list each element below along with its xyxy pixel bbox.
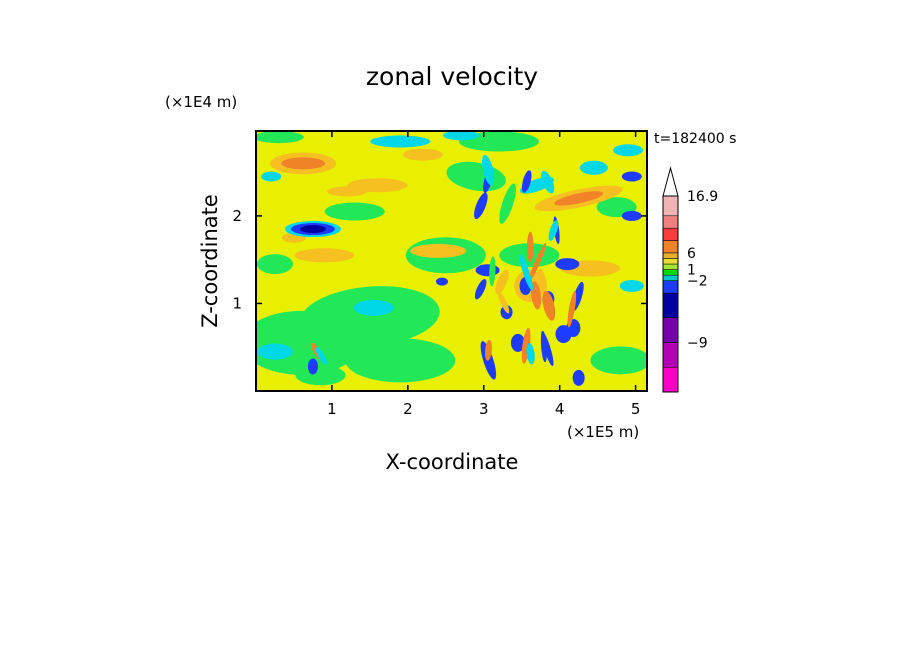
near-zero-region xyxy=(324,202,385,221)
colorbar-level xyxy=(662,263,679,270)
colorbar-tick-label: −2 xyxy=(687,274,708,290)
axes: 1 2 3 4 5 1 2 xyxy=(232,131,647,418)
colorbar-level xyxy=(662,258,679,265)
colorbar-tick-label: 6 xyxy=(687,246,696,262)
negative-core xyxy=(621,171,642,182)
positive-band xyxy=(554,191,604,206)
colorbar-level xyxy=(662,342,679,368)
y-tick-label: 1 xyxy=(232,294,242,312)
wave-streak xyxy=(499,183,516,224)
y-unit-label: (×1E4 m) xyxy=(165,93,237,111)
wave-streak xyxy=(519,254,533,291)
x-tick-label: 5 xyxy=(631,400,641,418)
weak-negative-region xyxy=(256,343,293,360)
wave-streak xyxy=(567,290,577,328)
positive-band xyxy=(410,243,467,258)
negative-core xyxy=(299,225,326,234)
weak-negative-region xyxy=(619,279,644,292)
wave-streak xyxy=(489,256,496,287)
positive-band xyxy=(281,157,326,170)
colorbar-level xyxy=(662,269,679,276)
near-zero-region xyxy=(256,131,304,144)
colorbar-level xyxy=(662,195,679,217)
chart-title: zonal velocity xyxy=(366,62,538,91)
x-unit-label: (×1E5 m) xyxy=(567,423,639,441)
wave-streak xyxy=(526,343,535,365)
weak-negative-region xyxy=(613,144,644,157)
negative-core xyxy=(621,210,642,221)
colorbar-level xyxy=(662,252,679,259)
wave-streak xyxy=(497,291,510,314)
colorbar-level xyxy=(662,274,679,281)
negative-core xyxy=(555,258,580,271)
y-axis-title: Z-coordinate xyxy=(198,194,222,328)
negative-core xyxy=(475,264,500,277)
wave-streak xyxy=(541,170,555,194)
near-zero-region xyxy=(295,365,346,386)
wave-streak xyxy=(542,290,556,321)
colorbar-level xyxy=(662,227,679,241)
wave-streak xyxy=(495,269,509,295)
colorbar-level xyxy=(662,367,679,393)
weak-negative-region xyxy=(261,171,282,182)
positive-band xyxy=(327,186,368,197)
near-zero-region xyxy=(458,131,539,152)
colorbar-level xyxy=(662,215,679,229)
x-tick-label: 2 xyxy=(403,400,413,418)
colorbar-level xyxy=(662,317,679,343)
x-axis-title: X-coordinate xyxy=(386,450,519,474)
near-zero-region xyxy=(256,254,293,275)
x-tick-label: 1 xyxy=(327,400,337,418)
negative-core xyxy=(307,358,318,375)
colorbar-tick-label: 16.9 xyxy=(687,189,718,205)
colorbar: 16.9 61−2 −9 xyxy=(662,166,718,393)
colorbar-level xyxy=(662,280,679,294)
weak-negative-region xyxy=(442,131,479,141)
colorbar-tick-label: −9 xyxy=(687,336,708,352)
colorbar-extension xyxy=(662,166,679,197)
positive-band xyxy=(294,248,355,263)
x-tick-label: 4 xyxy=(555,400,565,418)
weak-negative-region xyxy=(579,160,608,175)
negative-core xyxy=(510,333,525,352)
velocity-field xyxy=(256,131,647,391)
time-label: t=182400 s xyxy=(654,131,736,147)
positive-band xyxy=(403,148,444,161)
negative-core xyxy=(572,369,585,386)
near-zero-region xyxy=(590,346,647,375)
colorbar-level xyxy=(662,292,679,319)
x-tick-label: 3 xyxy=(479,400,489,418)
wave-streak xyxy=(521,327,531,364)
wave-streak xyxy=(474,192,488,220)
colorbar-level xyxy=(662,240,679,254)
near-zero-region xyxy=(345,338,456,383)
wave-streak xyxy=(484,340,492,361)
wave-streak xyxy=(536,268,547,292)
wave-streak xyxy=(527,231,534,263)
weak-negative-region xyxy=(353,299,394,316)
wave-streak xyxy=(481,154,495,186)
wave-streak xyxy=(548,220,559,241)
wave-streak xyxy=(540,330,547,363)
wave-streak xyxy=(528,242,547,282)
wave-streak xyxy=(521,170,532,193)
colorbar-outline xyxy=(662,195,679,393)
negative-core xyxy=(436,277,449,286)
plot-frame xyxy=(255,130,648,392)
y-tick-label: 2 xyxy=(232,207,242,225)
wave-streak xyxy=(315,347,327,365)
colorbar-tick-label: 1 xyxy=(687,263,696,279)
wave-streak xyxy=(530,281,542,310)
weak-negative-region xyxy=(370,135,431,148)
near-zero-region xyxy=(300,286,440,348)
wave-streak xyxy=(474,278,487,300)
